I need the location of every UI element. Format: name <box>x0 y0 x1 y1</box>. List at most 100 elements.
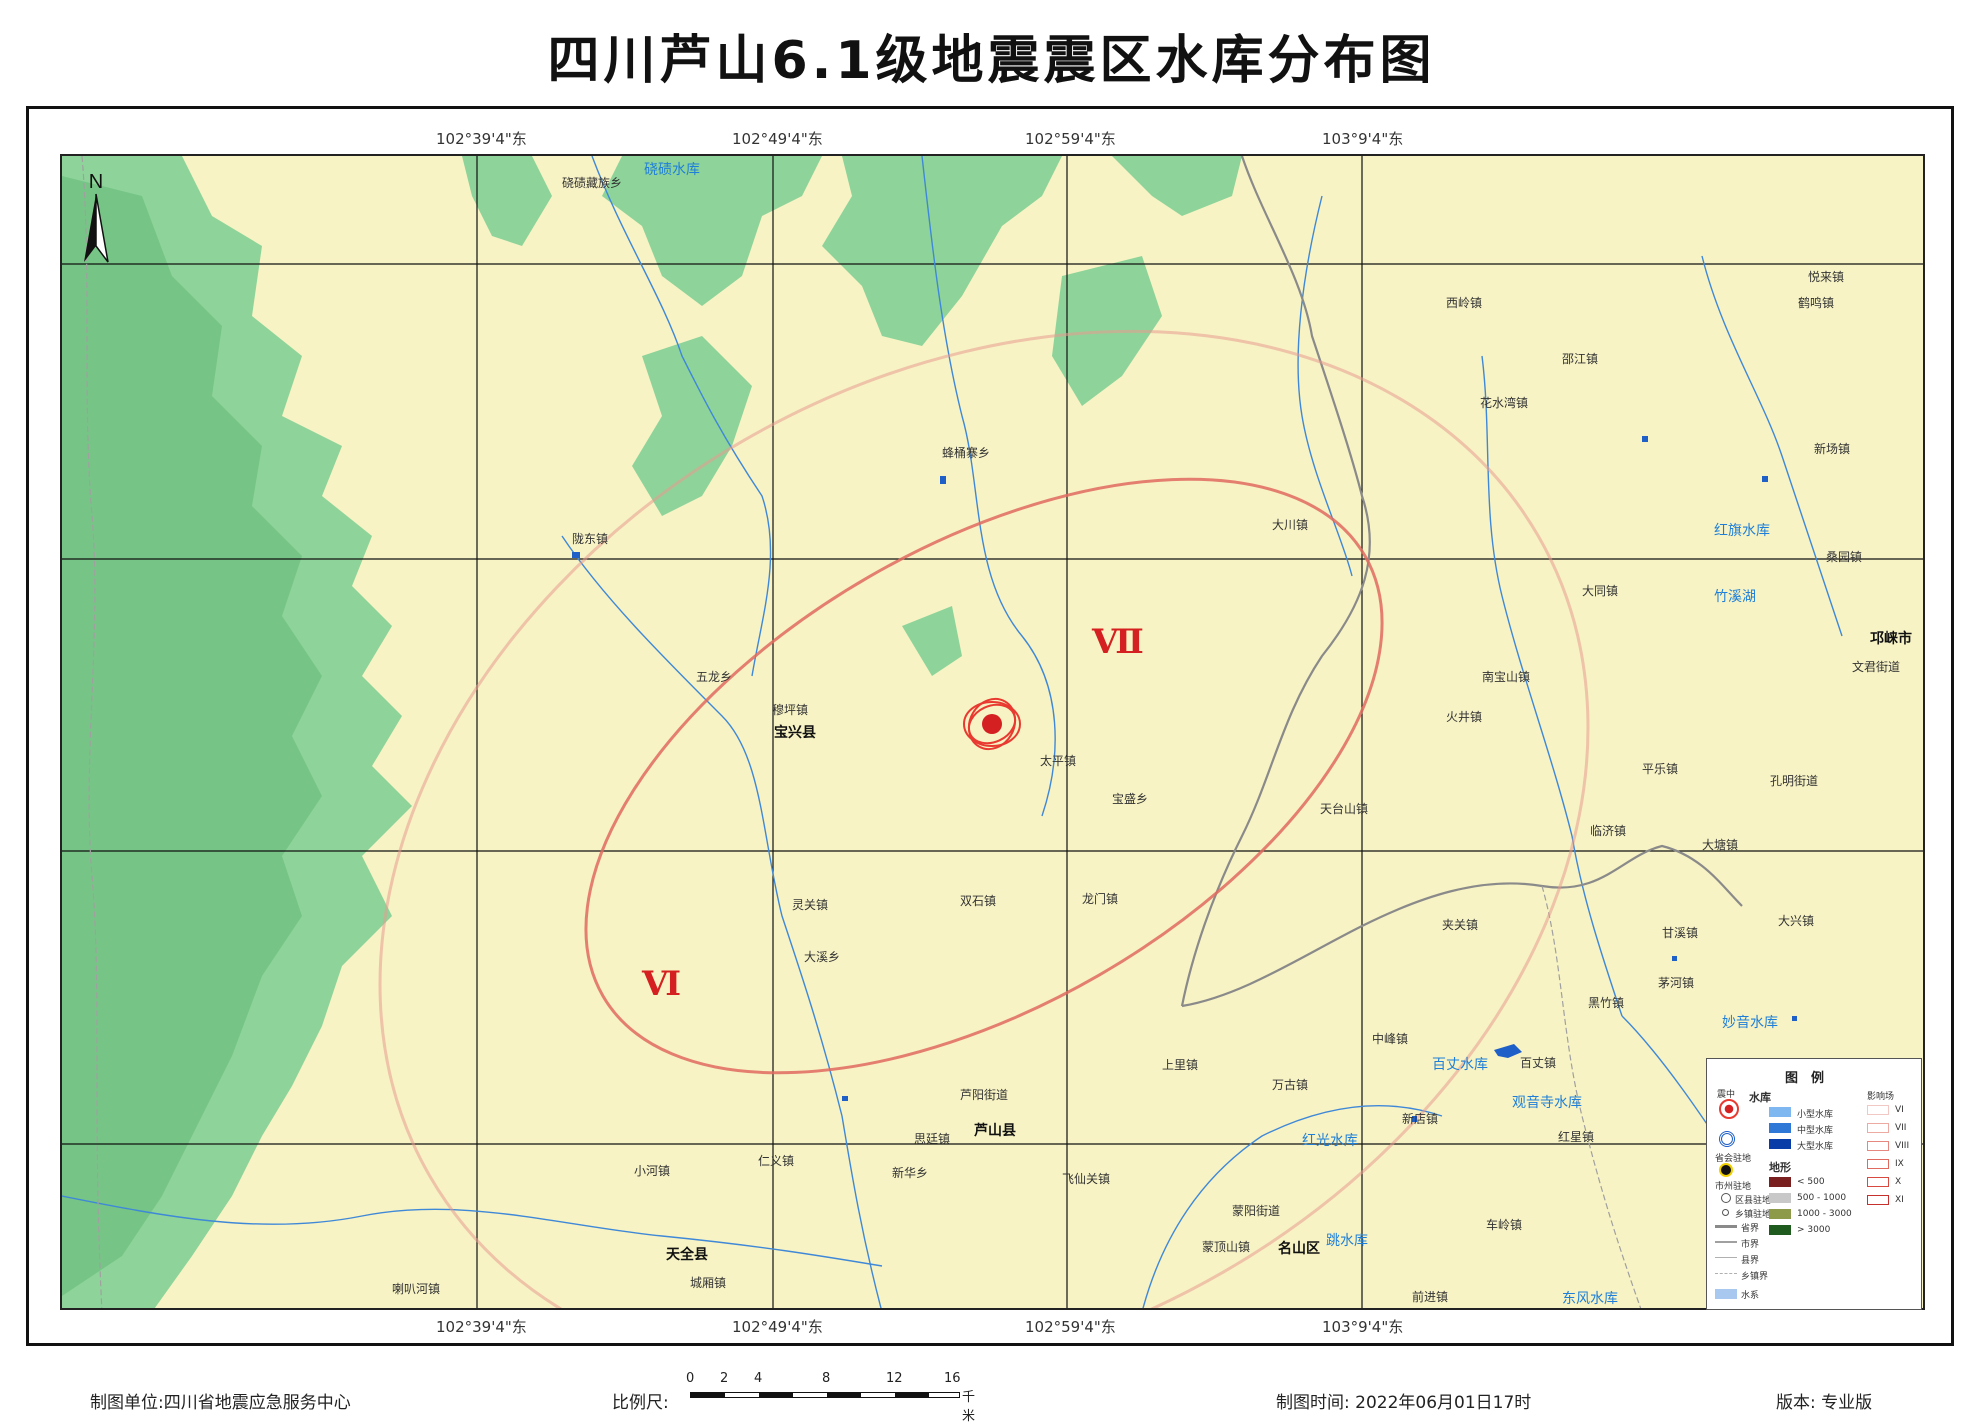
intensity-label-vii: Ⅶ <box>1092 622 1144 662</box>
scale-unit: 千米 <box>962 1390 976 1424</box>
place-label: 南宝山镇 <box>1482 670 1531 684</box>
legend-settlement-2: 市州驻地 <box>1715 1182 1752 1192</box>
reservoir-label-baizhang[interactable]: 百丈水库 <box>1432 1057 1488 1073</box>
place-label: 仁义镇 <box>758 1154 795 1168</box>
map-outer-frame <box>26 106 1954 1346</box>
terrain-mountains-north-4 <box>1112 156 1242 216</box>
legend-influence-3: VIII <box>1895 1141 1910 1151</box>
legend-influence-2: VII <box>1895 1123 1907 1133</box>
legend-influence-6: XI <box>1895 1195 1904 1205</box>
legend-swatch-terrain-2 <box>1769 1193 1791 1203</box>
place-label: 平乐镇 <box>1642 762 1679 776</box>
reservoir-label-tiaoshui[interactable]: 跳水库 <box>1326 1233 1368 1249</box>
place-label: 夹关镇 <box>1442 918 1479 932</box>
legend-line-province <box>1715 1225 1737 1228</box>
reservoir-label-qiaoqi[interactable]: 硗碛水库 <box>644 162 700 178</box>
place-label: 大兴镇 <box>1778 914 1815 928</box>
legend-swatch-large-reservoir <box>1769 1139 1791 1149</box>
place-label: 大川镇 <box>1272 518 1309 532</box>
north-arrow-icon: N <box>74 170 118 270</box>
lon-top-3: 102°59'4"东 <box>1025 130 1116 148</box>
legend-swatch-influence-3 <box>1867 1141 1889 1151</box>
place-label: 花水湾镇 <box>1480 396 1529 410</box>
legend-swatch-terrain-4 <box>1769 1225 1791 1235</box>
intensity-label-vi: Ⅵ <box>642 964 681 1004</box>
reservoir-label-zhuxihu[interactable]: 竹溪湖 <box>1714 589 1756 605</box>
footer-time: 制图时间: 2022年06月01日17时 <box>1276 1393 1532 1413</box>
scale-bar: 0 2 4 8 12 16 千米 <box>686 1371 975 1424</box>
footer-unit: 制图单位:四川省地震应急服务中心 <box>90 1393 351 1413</box>
scale-tick: 4 <box>754 1371 763 1386</box>
place-label: 西岭镇 <box>1446 296 1483 310</box>
legend-influence-5: X <box>1895 1177 1902 1187</box>
place-label: 小河镇 <box>634 1164 671 1178</box>
reservoir-label-dongfeng[interactable]: 东风水库 <box>1562 1291 1618 1307</box>
lon-bottom-3: 102°59'4"东 <box>1025 1318 1116 1336</box>
place-label: 新华乡 <box>892 1166 929 1180</box>
place-label: 悦来镇 <box>1808 270 1845 284</box>
boundaries <box>81 156 1743 1308</box>
reservoir-shapes <box>572 436 1797 1122</box>
reservoir-label-hongqi[interactable]: 红旗水库 <box>1714 523 1770 539</box>
legend-town-icon <box>1722 1209 1729 1216</box>
epicenter-icon[interactable] <box>960 690 1024 757</box>
place-label: 灵关镇 <box>792 898 829 912</box>
terrain-mountains-west-dark <box>62 176 322 1296</box>
place-label: 蜂桶寨乡 <box>942 446 991 460</box>
legend-water: 水系 <box>1741 1291 1760 1301</box>
legend-line-county <box>1715 1257 1737 1258</box>
place-label: 孔明街道 <box>1770 774 1819 788</box>
place-label: 天台山镇 <box>1320 802 1369 816</box>
scale-tick: 2 <box>720 1371 729 1386</box>
place-label: 鹤鸣镇 <box>1798 296 1835 310</box>
terrain-mountains-north-2 <box>602 156 822 306</box>
terrain-mountains-mid <box>902 606 962 676</box>
reservoir-label-miaoyin[interactable]: 妙音水库 <box>1722 1015 1778 1031</box>
scale-tick: 8 <box>822 1371 831 1386</box>
place-label-city: 邛崃市 <box>1870 631 1912 647</box>
place-label: 上里镇 <box>1162 1058 1199 1072</box>
legend-terrain-4: > 3000 <box>1797 1225 1831 1235</box>
legend-swatch-small-reservoir <box>1769 1107 1791 1117</box>
reservoir-label-guanyinsi[interactable]: 观音寺水库 <box>1512 1095 1582 1111</box>
legend-swatch-terrain-3 <box>1769 1209 1791 1219</box>
footer-version: 版本: 专业版 <box>1776 1393 1873 1413</box>
legend-epicenter: 震中 <box>1717 1090 1736 1100</box>
place-label: 芦阳街道 <box>960 1088 1009 1102</box>
legend-swatch-influence-6 <box>1867 1195 1889 1205</box>
legend-terrain-heading: 地形 <box>1769 1161 1791 1174</box>
place-label: 大同镇 <box>1582 584 1619 598</box>
place-label: 文君街道 <box>1852 660 1901 674</box>
intensity-ring-vi <box>378 329 1590 1308</box>
place-label: 五龙乡 <box>696 670 733 684</box>
scale-tick: 16 <box>944 1371 961 1386</box>
place-label: 太平镇 <box>1040 754 1077 768</box>
legend-swatch-terrain-1 <box>1769 1177 1791 1187</box>
legend-swatch-influence-2 <box>1867 1123 1889 1133</box>
legend-settlement-1: 省会驻地 <box>1715 1154 1752 1164</box>
legend-county-icon <box>1721 1193 1731 1203</box>
graticule <box>62 156 1923 1308</box>
place-label-county: 天全县 <box>666 1247 708 1263</box>
lon-bottom-2: 102°49'4"东 <box>732 1318 823 1336</box>
legend-swatch-influence-1 <box>1867 1105 1889 1115</box>
terrain-mountains-north-1 <box>462 156 552 246</box>
legend-terrain-1: < 500 <box>1797 1177 1825 1187</box>
legend-boundary-3: 县界 <box>1741 1256 1760 1266</box>
place-label-county: 芦山县 <box>974 1123 1016 1139</box>
legend-boundary-2: 市界 <box>1741 1240 1760 1250</box>
place-label: 蒙阳街道 <box>1232 1204 1281 1218</box>
place-label: 百丈镇 <box>1520 1056 1557 1070</box>
legend-epicenter-icon <box>1719 1099 1739 1119</box>
place-label: 新场镇 <box>1814 442 1851 456</box>
map-canvas[interactable]: N Ⅶ Ⅵ 硗碛水库 红旗水库 竹溪湖 妙音水库 百丈水库 观音寺水库 红光水库… <box>60 154 1925 1310</box>
legend-boundary-4: 乡镇界 <box>1741 1272 1769 1282</box>
place-label: 陇东镇 <box>572 532 609 546</box>
map-title: 四川芦山6.1级地震震区水库分布图 <box>547 31 1436 91</box>
map-svg <box>62 156 1923 1308</box>
legend-settlement-4: 乡镇驻地 <box>1735 1210 1772 1220</box>
reservoir-label-hongguang[interactable]: 红光水库 <box>1302 1133 1358 1149</box>
legend-swatch-influence-4 <box>1867 1159 1889 1169</box>
place-label: 大塘镇 <box>1702 838 1739 852</box>
terrain-mountains-north-3 <box>822 156 1062 346</box>
